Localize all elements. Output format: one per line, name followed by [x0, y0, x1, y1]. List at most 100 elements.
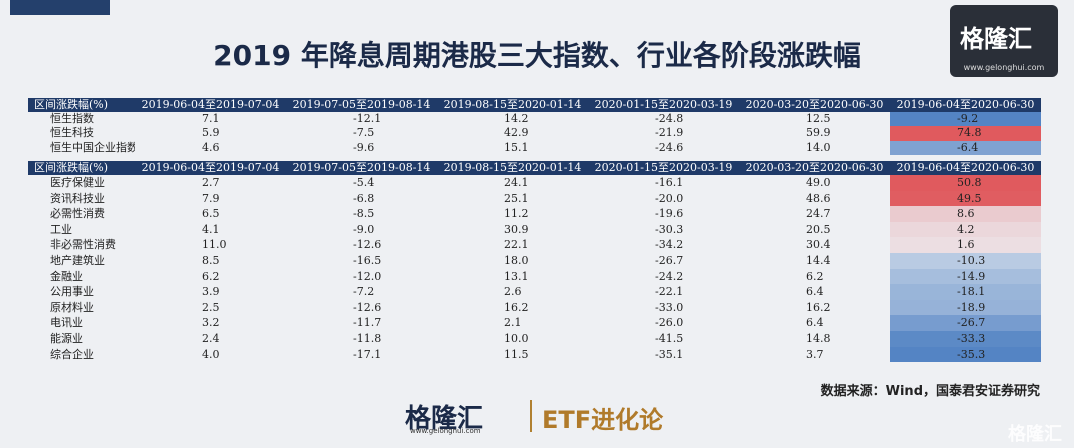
row-label: 恒生科技 [50, 126, 94, 140]
logo-url: www.gelonghui.com [963, 63, 1045, 72]
value-cell: -35.3 [890, 346, 1041, 363]
row-label: 工业 [50, 222, 72, 236]
value-cell: -26.7 [655, 254, 684, 267]
footer-column: ETF进化论 [542, 406, 664, 434]
value-cell: 11.2 [504, 207, 529, 221]
value-cell: 7.1 [202, 112, 220, 125]
row-label: 能源业 [50, 332, 83, 345]
value-cell: -22.1 [655, 285, 684, 299]
footer-logo: 格隆汇 [405, 404, 484, 434]
value-cell: 22.1 [504, 238, 529, 252]
value-cell: -14.9 [890, 268, 1041, 285]
value-cell: 30.9 [504, 222, 529, 236]
header-cell: 2019-08-15至2020-01-14 [437, 98, 588, 112]
value-cell: 11.0 [202, 238, 227, 252]
value-cell: 2.4 [202, 332, 220, 345]
header-cell: 2019-06-04至2019-07-04 [135, 161, 286, 175]
logo-text: 格隆汇 [960, 25, 1032, 53]
value-cell: 3.9 [202, 285, 220, 299]
value-cell: -24.2 [655, 269, 684, 283]
row-label: 金融业 [50, 269, 83, 283]
value-cell: -34.2 [655, 238, 684, 252]
value-cell: -5.4 [353, 176, 375, 189]
value-cell: 42.9 [504, 126, 529, 140]
divider [530, 400, 532, 432]
header-cell: 2020-03-20至2020-06-30 [739, 98, 890, 112]
row-label: 地产建筑业 [50, 254, 105, 267]
value-cell: -21.9 [655, 126, 684, 140]
value-cell: -16.1 [655, 176, 684, 189]
header-cell: 2019-07-05至2019-08-14 [286, 98, 437, 112]
value-cell: 6.4 [806, 285, 824, 299]
value-cell: -12.1 [353, 112, 382, 125]
value-cell: 5.9 [202, 126, 220, 140]
row-label: 恒生中国企业指数 [50, 140, 135, 154]
value-cell: 12.5 [806, 112, 831, 125]
value-cell: 2.7 [202, 176, 220, 189]
value-cell: -7.2 [353, 285, 375, 299]
value-cell: 16.2 [504, 300, 529, 314]
value-cell: 7.9 [202, 191, 220, 205]
row-label: 必需性消费 [50, 207, 105, 221]
row-label: 资讯科技业 [50, 191, 105, 205]
header-cell: 2019-06-04至2019-07-04 [135, 98, 286, 112]
value-cell: -19.6 [655, 207, 684, 221]
header-cell: 2019-07-05至2019-08-14 [286, 161, 437, 175]
value-cell: -24.8 [655, 112, 684, 125]
title: 2019 年降息周期港股三大指数、行业各阶段涨跌幅 [213, 39, 861, 72]
value-cell: 24.1 [504, 176, 529, 189]
value-cell: 14.2 [504, 112, 529, 125]
value-cell: 11.5 [504, 347, 529, 361]
value-cell: -18.9 [890, 299, 1041, 316]
value-cell: -24.6 [655, 140, 684, 154]
value-cell: -11.8 [353, 332, 382, 345]
header-cell: 区间涨跌幅(%) [28, 98, 135, 112]
value-cell: -6.4 [890, 140, 1041, 155]
row-label: 非必需性消费 [50, 238, 116, 252]
value-cell: -12.6 [353, 300, 382, 314]
value-cell: 6.5 [202, 207, 220, 221]
value-cell: -33.0 [655, 300, 684, 314]
value-cell: 14.8 [806, 332, 831, 345]
value-cell: 49.0 [806, 176, 831, 189]
header-cell: 2020-01-15至2020-03-19 [588, 98, 739, 112]
value-cell: -8.5 [353, 207, 375, 221]
value-cell: 18.0 [504, 254, 529, 267]
value-cell: 50.8 [890, 175, 1041, 191]
value-cell: 74.8 [890, 126, 1041, 141]
value-cell: 14.0 [806, 140, 831, 154]
value-cell: 59.9 [806, 126, 831, 140]
value-cell: 3.7 [806, 347, 824, 361]
row-label: 恒生指数 [50, 112, 94, 125]
value-cell: -17.1 [353, 347, 382, 361]
header-cell: 2019-06-04至2020-06-30 [890, 161, 1041, 175]
footer-url: www.gelonghui.com [410, 427, 481, 435]
value-cell: 2.6 [504, 285, 522, 299]
value-cell: 2.5 [202, 300, 220, 314]
value-cell: 6.4 [806, 316, 824, 330]
value-cell: -41.5 [655, 332, 684, 345]
value-cell: -12.0 [353, 269, 382, 283]
value-cell: 20.5 [806, 222, 831, 236]
value-cell: -16.5 [353, 254, 382, 267]
header-cell: 2019-08-15至2020-01-14 [437, 161, 588, 175]
value-cell: 49.5 [890, 190, 1041, 207]
value-cell: 16.2 [806, 300, 831, 314]
watermark: 格隆汇 [1008, 424, 1062, 445]
row-label: 综合企业 [50, 347, 94, 361]
value-cell: 4.0 [202, 347, 220, 361]
value-cell: 24.7 [806, 207, 831, 221]
value-cell: -33.3 [890, 331, 1041, 347]
value-cell: -11.7 [353, 316, 382, 330]
value-cell: -12.6 [353, 238, 382, 252]
header-cell: 区间涨跌幅(%) [28, 161, 135, 175]
value-cell: 4.6 [202, 140, 220, 154]
value-cell: 10.0 [504, 332, 529, 345]
value-cell: 15.1 [504, 140, 529, 154]
value-cell: 13.1 [504, 269, 529, 283]
value-cell: -9.2 [890, 112, 1041, 127]
value-cell: 4.1 [202, 222, 220, 236]
value-cell: -30.3 [655, 222, 684, 236]
value-cell: 3.2 [202, 316, 220, 330]
value-cell: -9.6 [353, 140, 375, 154]
